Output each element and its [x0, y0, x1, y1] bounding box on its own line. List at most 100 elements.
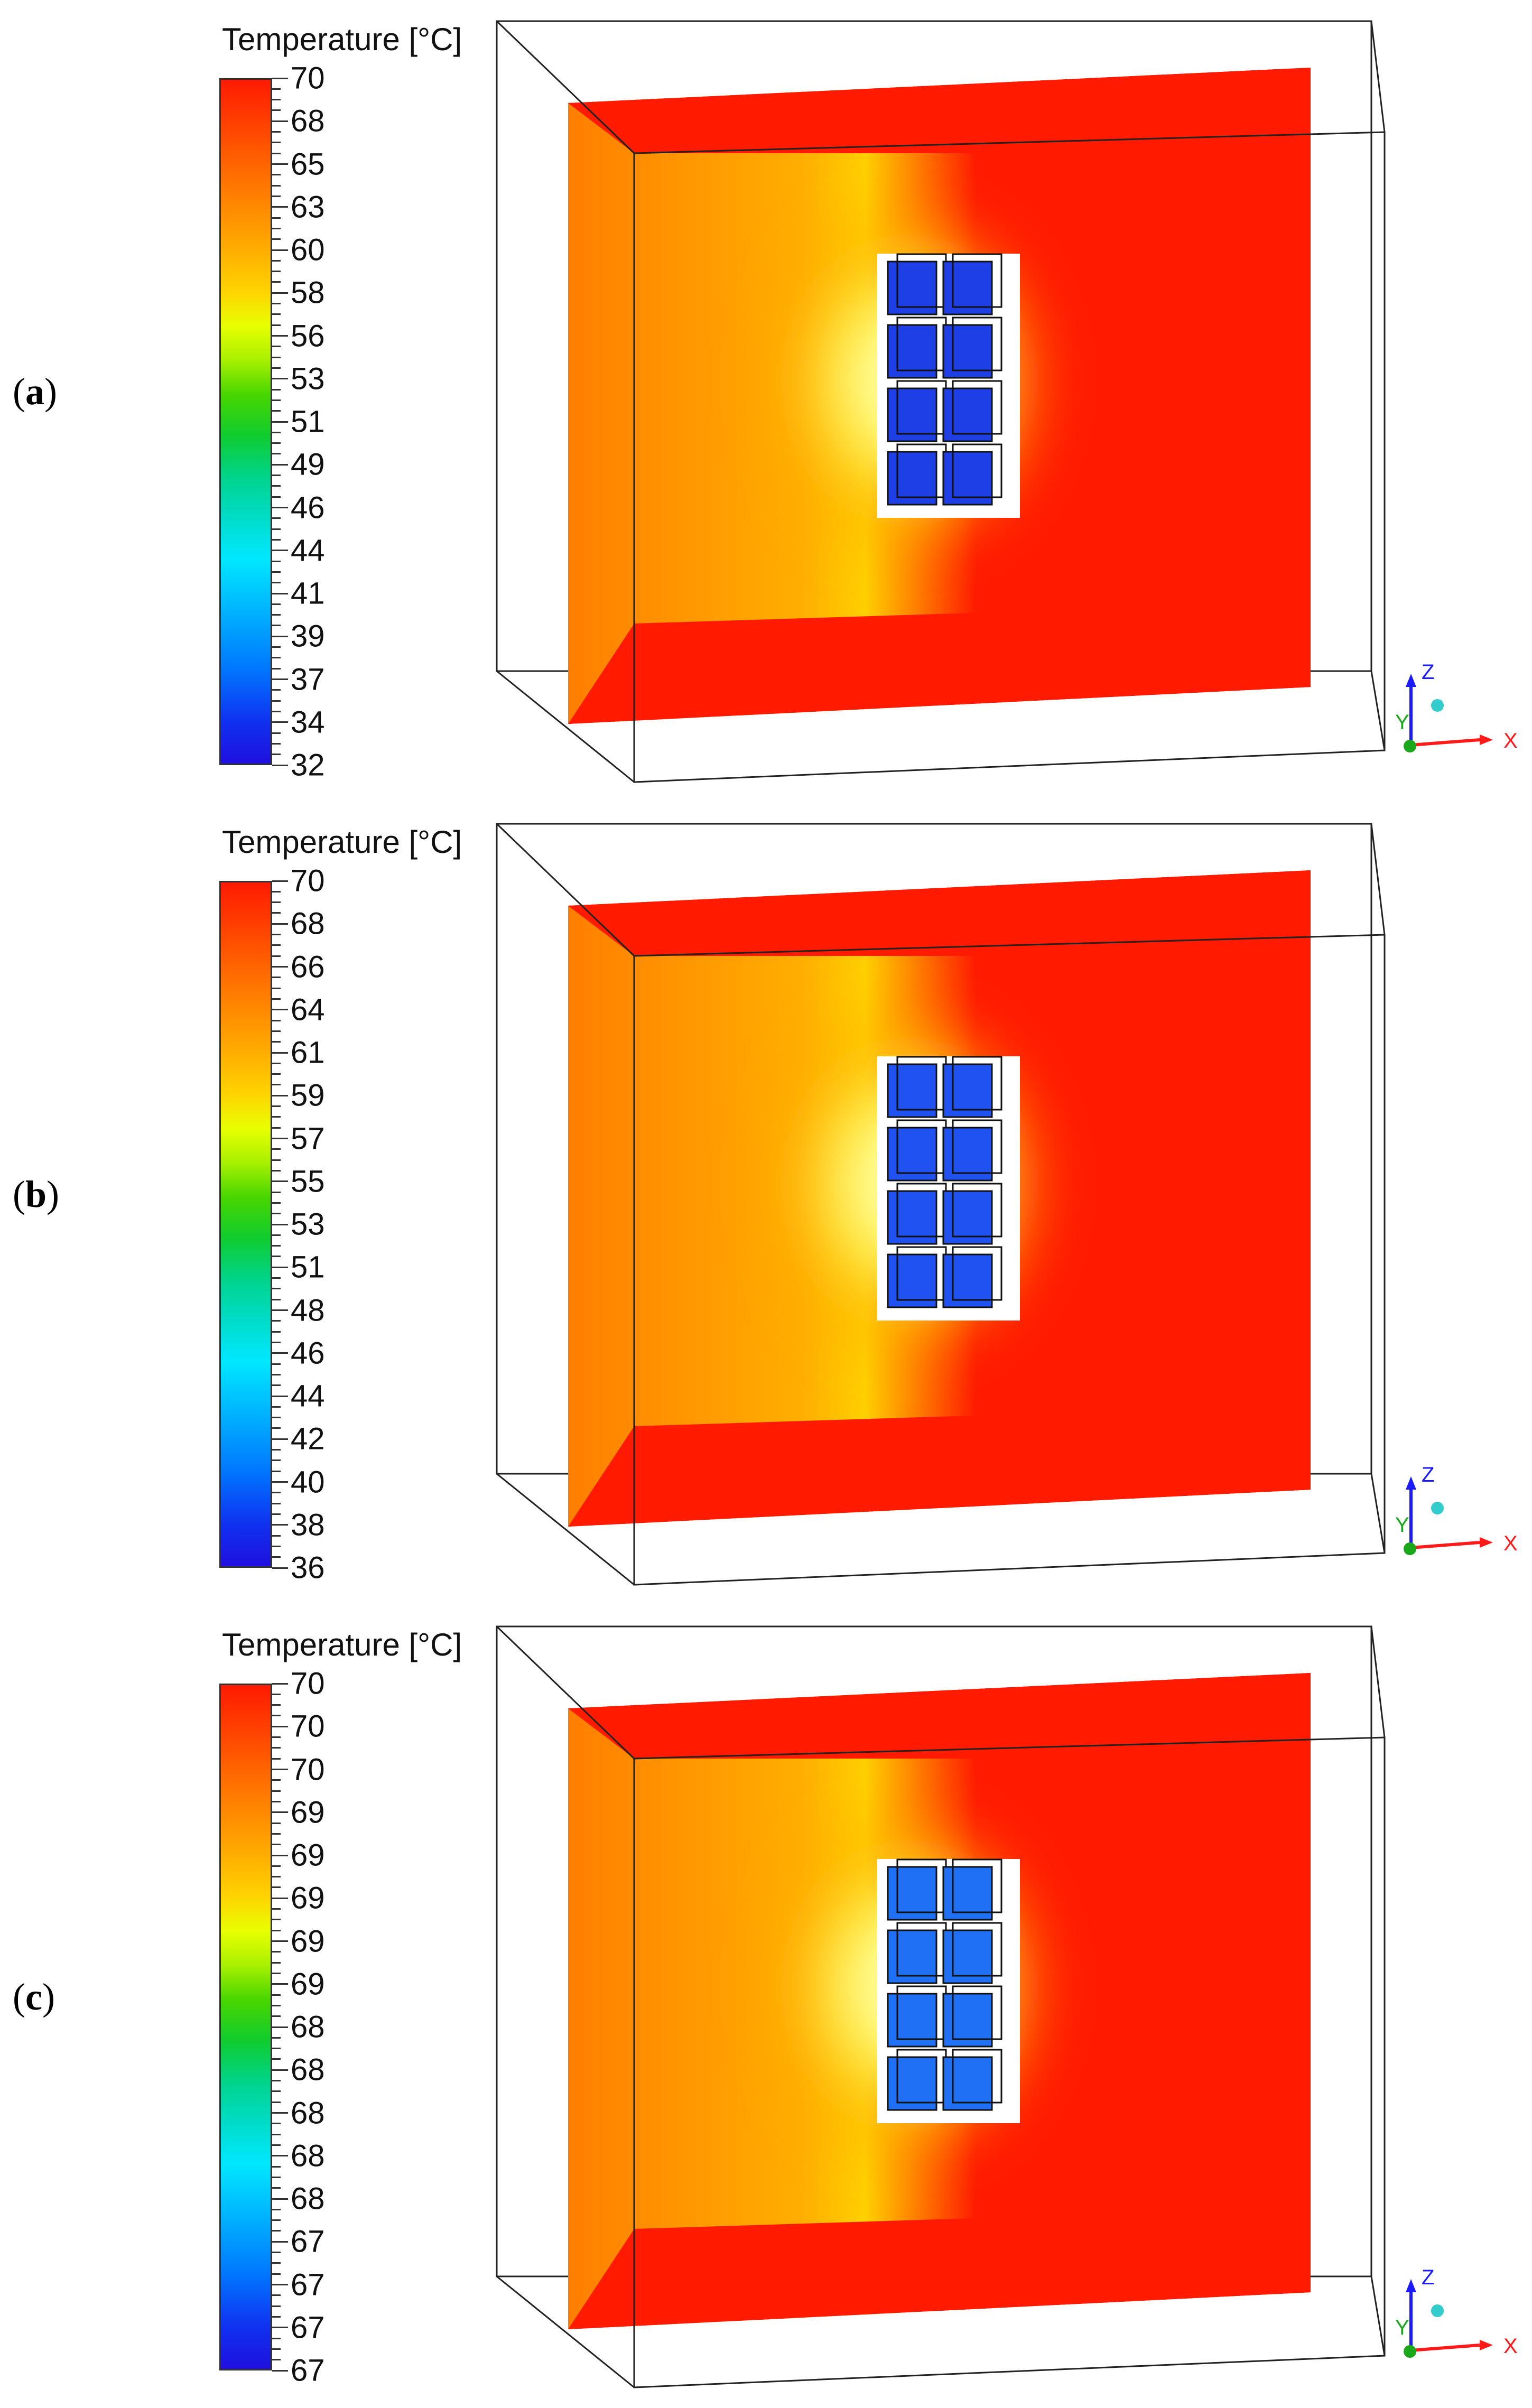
minor-tick	[272, 88, 281, 90]
view-dot	[1431, 2304, 1444, 2317]
battery-cell	[888, 325, 936, 378]
tick-label: 69	[291, 1967, 325, 2002]
minor-tick	[272, 1876, 281, 1878]
tick-label: 44	[291, 1379, 325, 1414]
tick-label: 59	[291, 1078, 325, 1113]
minor-tick	[272, 571, 281, 573]
x-label: X	[1503, 729, 1518, 752]
minor-tick	[272, 1191, 281, 1193]
major-tick	[272, 1897, 288, 1899]
x-axis	[1410, 2344, 1480, 2352]
cell-wireframe	[952, 1858, 1002, 1913]
y-label: Y	[1395, 711, 1409, 734]
major-tick	[272, 2198, 288, 2200]
tick-label: 69	[291, 1924, 325, 1958]
minor-tick	[272, 195, 281, 197]
minor-tick	[272, 1747, 281, 1749]
cell-wireframe	[952, 1985, 1002, 2040]
minor-tick	[272, 732, 281, 734]
color-bar-ticks	[272, 1682, 288, 2372]
color-bar	[219, 78, 272, 765]
y-axis-dot	[1404, 2345, 1416, 2358]
minor-tick	[272, 2348, 281, 2350]
box-edge	[1370, 823, 1386, 935]
major-tick	[272, 2369, 288, 2372]
minor-tick	[272, 399, 281, 401]
box-edge	[496, 20, 635, 154]
minor-tick	[272, 2080, 281, 2082]
minor-tick	[272, 538, 281, 541]
cell-wireframe	[887, 324, 937, 379]
battery-cell	[943, 1867, 992, 1920]
legend-title: Temperature [°C]	[222, 824, 462, 860]
cell-wireframe	[942, 1190, 993, 1245]
major-tick	[272, 120, 288, 122]
minor-tick	[272, 2165, 281, 2168]
minor-tick	[272, 109, 281, 111]
minor-tick	[272, 1844, 281, 1846]
box-edge	[1370, 21, 1386, 133]
cell-wireframe	[887, 261, 937, 315]
z-label: Z	[1422, 1463, 1434, 1486]
minor-tick	[272, 517, 281, 519]
battery-cell	[888, 1191, 936, 1244]
minor-tick	[272, 367, 281, 369]
tick-label: 68	[291, 2052, 325, 2087]
minor-tick	[272, 259, 281, 262]
x-label: X	[1503, 2335, 1518, 2358]
tick-label: 51	[291, 1250, 325, 1285]
box-edge	[1370, 671, 1386, 751]
tick-label: 65	[291, 147, 325, 181]
minor-tick	[272, 646, 281, 648]
minor-tick	[272, 955, 281, 957]
axis-triad: Z Y X	[1395, 2266, 1518, 2358]
minor-tick	[272, 1833, 281, 1835]
major-tick	[272, 2240, 288, 2243]
cell-wireframe	[942, 1993, 993, 2048]
minor-tick	[272, 1513, 281, 1515]
legend-title: Temperature [°C]	[222, 22, 462, 57]
tick-label: 53	[291, 1207, 325, 1242]
minor-tick	[272, 2004, 281, 2006]
legend-title: Temperature [°C]	[222, 1627, 462, 1662]
minor-tick	[272, 754, 281, 756]
minor-tick	[272, 1758, 281, 1760]
minor-tick	[272, 1704, 281, 1706]
minor-tick	[272, 303, 281, 305]
tick-label: 61	[291, 1035, 325, 1070]
minor-tick	[272, 603, 281, 605]
box-edge	[496, 1625, 635, 1760]
cell-wireframe	[887, 1063, 937, 1118]
cell-wireframe	[887, 2056, 937, 2111]
tick-label: 70	[291, 1752, 325, 1787]
y-label: Y	[1395, 1513, 1409, 1537]
tick-label: 68	[291, 2096, 325, 2130]
major-tick	[272, 635, 288, 637]
major-tick	[272, 1682, 288, 1685]
panel-label: (c)	[13, 1976, 55, 2018]
minor-tick	[272, 410, 281, 412]
minor-tick	[272, 1715, 281, 1717]
minor-tick	[272, 1459, 281, 1462]
minor-tick	[272, 1019, 281, 1021]
minor-tick	[272, 2316, 281, 2318]
minor-tick	[272, 944, 281, 946]
minor-tick	[272, 710, 281, 712]
minor-tick	[272, 142, 281, 144]
battery-cell	[943, 388, 992, 441]
minor-tick	[272, 475, 281, 477]
panel-letter: a	[25, 370, 44, 413]
tick-label: 68	[291, 2010, 325, 2044]
tick-label: 64	[291, 992, 325, 1027]
minor-tick	[272, 1116, 281, 1118]
minor-tick	[272, 1822, 281, 1824]
tick-label: 70	[291, 1709, 325, 1744]
minor-tick	[272, 1062, 281, 1064]
battery-cell	[943, 1128, 992, 1180]
tick-label: 67	[291, 2353, 325, 2388]
minor-tick	[272, 2048, 281, 2050]
major-tick	[272, 2069, 288, 2071]
tick-label: 36	[291, 1550, 325, 1585]
field-top-band	[568, 1673, 1311, 1759]
minor-tick	[272, 442, 281, 444]
